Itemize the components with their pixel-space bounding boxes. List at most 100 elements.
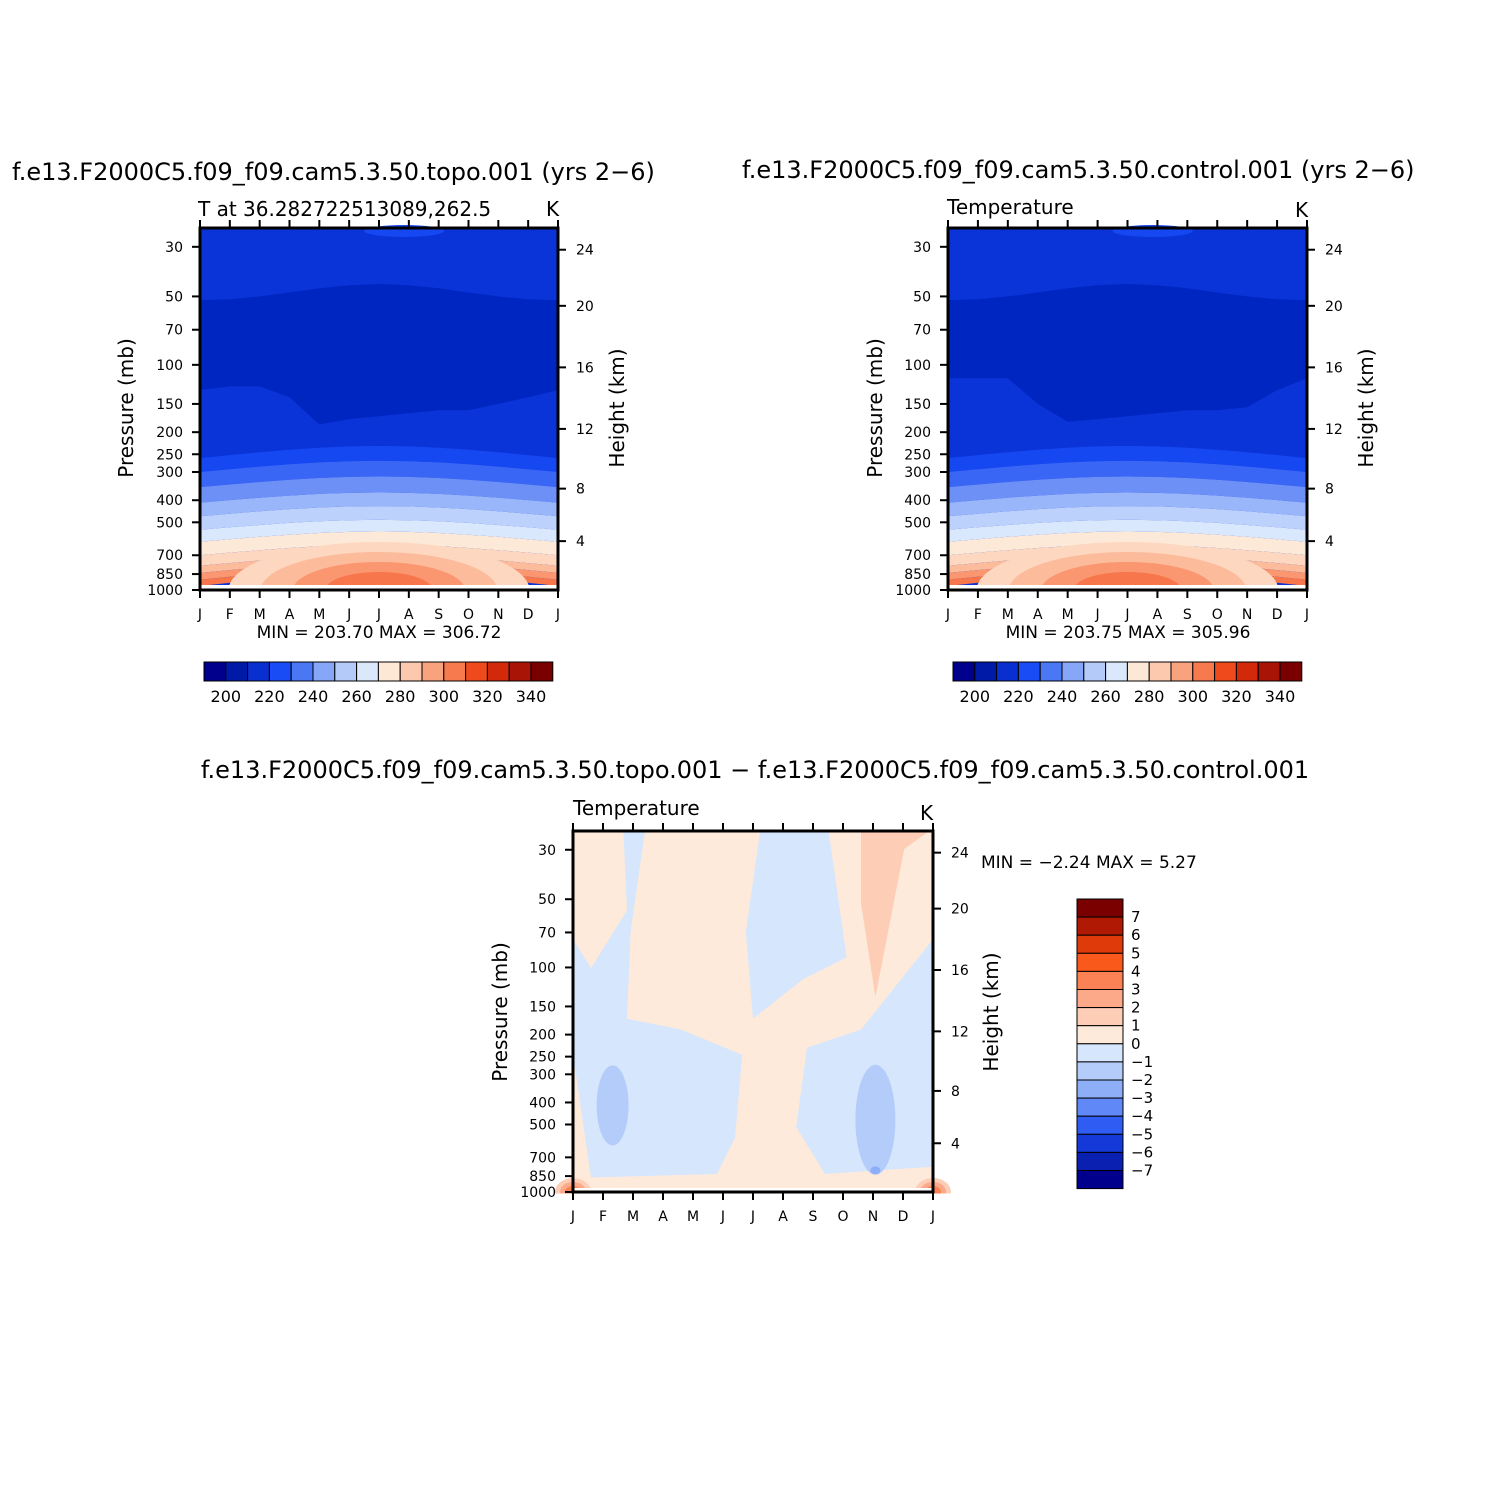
control-colorbar-label: 300 [1178,687,1209,706]
diff-surface-gap [573,1188,933,1192]
control-colorbar-box [1061,661,1085,682]
control-colorbar-box [1039,661,1063,682]
diff-colorbar-box [1076,1151,1124,1172]
diff-colorbar-box [1076,952,1124,972]
control-y-tick-label: 500 [904,515,931,531]
topo-colorbar-box [203,661,227,682]
topo-surface-gap [200,585,558,590]
topo-title: f.e13.F2000C5.f09_f09.cam5.3.50.topo.001… [12,158,655,186]
diff-y-tick-label: 850 [529,1169,556,1185]
diff-colorbar-label: −7 [1131,1162,1153,1180]
diff-y-tick-label: 400 [529,1095,556,1111]
diff-colorbar-label: −2 [1131,1071,1153,1089]
topo-colorbar-box [268,661,292,682]
topo-band-1 [200,460,558,488]
diff-colorbar-box [1076,1133,1124,1153]
topo-colorbar-box [508,661,532,682]
control-ylabel: Pressure (mb) [863,338,887,478]
control-plot-area: J F M A M J J A S O N D J 30 50 70 100 150 200 250 300 400 500… [895,220,1343,652]
diff-colorbar-label: 7 [1131,908,1141,926]
diff-colorbar-label: 0 [1131,1035,1141,1053]
diff-y-tick-label: 1000 [520,1185,556,1201]
diff-colorbar-box [1076,1043,1124,1063]
diff-region-negative-0 [573,831,645,1055]
control-y-right-tick-label: 24 [1325,243,1343,259]
control-colorbar-box [1170,661,1194,682]
control-mask-bottom [946,591,1309,652]
diff-y-tick-label: 50 [538,892,556,908]
diff-y-tick-label: 100 [529,960,556,976]
topo-x-tick-label: J [555,607,560,623]
control-colorbar: 200 220 240 260 280 300 320 340 [952,661,1303,706]
diff-colorbar-label: 5 [1131,944,1141,962]
diff-subtitle: Temperature [572,796,700,820]
topo-colorbar-label: 280 [385,687,416,706]
control-colorbar-box [1279,661,1303,682]
topo-colorbar-box [530,661,554,682]
topo-x-tick-label: J [197,607,202,623]
topo-x-tick-label: F [226,607,234,623]
topo-band-3 [200,492,558,517]
topo-colorbar-label: 240 [298,687,329,706]
diff-region-negative-3 [796,939,933,1174]
diff-colorbar-label: −5 [1131,1125,1153,1143]
control-y-tick-label: 400 [904,493,931,509]
control-colorbar-box [1235,661,1259,682]
topo-y-tick-label: 700 [156,548,183,564]
topo-colorbar-label: 300 [429,687,460,706]
topo-plot-area: J F M A M J J A S O N D J 30 50 70 100 150 200 250 300 400 500… [147,220,594,652]
control-x-tick-label: M [1062,607,1074,623]
diff-x-tick-label: N [868,1209,878,1225]
topo-colorbar-label: 200 [211,687,242,706]
topo-band-tropopause-core [200,284,558,425]
topo-colorbar-label: 340 [516,687,547,706]
control-y-tick-label: 850 [904,567,931,583]
diff-y-right-tick-label: 16 [951,963,969,979]
diff-y-tick-label: 300 [529,1067,556,1083]
topo-band-2 [200,476,558,503]
topo-ylabel-right: Height (km) [605,348,629,467]
topo-colorbar-label: 320 [472,687,503,706]
control-y-tick-label: 300 [904,465,931,481]
topo-y-tick-label: 200 [156,425,183,441]
topo-y-right-tick-label: 8 [576,482,585,498]
diff-x-tick-label: M [627,1209,639,1225]
topo-y-tick-label: 70 [165,323,183,339]
panel-topo: f.e13.F2000C5.f09_f09.cam5.3.50.topo.001… [12,158,655,706]
control-band-4 [948,506,1307,530]
control-x-tick-label: M [1002,607,1014,623]
topo-y-tick-label: 50 [165,289,183,305]
control-colorbar-label: 260 [1090,687,1121,706]
diff-ylabel: Pressure (mb) [488,942,512,1082]
control-x-tick-label: O [1212,607,1223,623]
topo-colorbar-box [312,661,336,682]
diff-colorbar-box [1076,1079,1124,1099]
control-x-tick-label: S [1183,607,1192,623]
topo-colorbar-box [356,661,379,682]
topo-colorbar-box [399,661,423,682]
control-colorbar-box [974,661,998,682]
diff-y-tick-label: 150 [529,999,556,1015]
diff-x-tick-label: J [930,1209,935,1225]
control-y-right-tick-label: 12 [1325,422,1343,438]
diff-colorbar-label: −4 [1131,1107,1153,1125]
diff-x-tick-label: J [750,1209,755,1225]
topo-colorbar-box [225,661,249,682]
control-colorbar-label: 200 [960,687,991,706]
control-y-tick-label: 200 [904,425,931,441]
control-colorbar-box [1017,661,1041,682]
control-y-tick-label: 50 [913,289,931,305]
diff-colorbar-label: −3 [1131,1089,1153,1107]
topo-colorbar-box [290,661,314,682]
control-x-tick-label: J [1095,607,1100,623]
topo-x-tick-label: J [376,607,381,623]
diff-colorbar-box [1076,1115,1124,1135]
control-x-tick-label: A [1033,607,1043,623]
diff-colorbar-box [1076,1061,1124,1081]
topo-x-tick-label: A [404,607,414,623]
control-band-0 [948,446,1307,472]
control-x-tick-label: A [1153,607,1163,623]
topo-x-tick-label: J [346,607,351,623]
topo-y-tick-label: 300 [156,465,183,481]
